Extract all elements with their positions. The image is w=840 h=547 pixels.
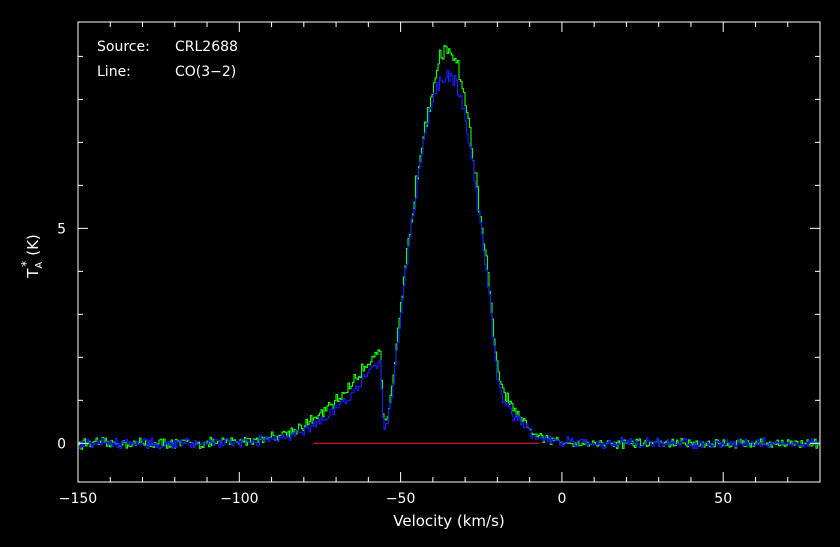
y-tick-label: 5 xyxy=(57,221,66,237)
annotation-source-value: CRL2688 xyxy=(175,39,238,55)
annotation-line-value: CO(3−2) xyxy=(175,64,236,80)
y-tick-label: 0 xyxy=(57,436,66,452)
x-axis-label: Velocity (km/s) xyxy=(393,512,504,530)
series-layer xyxy=(78,45,820,450)
y-axis-label-sup: * xyxy=(19,261,33,267)
y-axis-label: TA* (K) xyxy=(19,234,45,279)
plot-frame xyxy=(77,21,821,483)
series-line-0 xyxy=(78,45,820,450)
x-tick-label: −50 xyxy=(386,491,416,507)
annotation-line-key: Line: xyxy=(97,64,131,80)
x-tick-label: −100 xyxy=(220,491,258,507)
y-axis-label-unit: (K) xyxy=(24,234,42,256)
series-line-1 xyxy=(78,69,820,450)
y-axis-label-sub: A xyxy=(34,262,45,269)
ticks-layer: −150 −100 −50 0 50 0 5 xyxy=(57,22,821,507)
svg-text:TA*(K): TA* (K) xyxy=(19,234,45,279)
y-axis-label-symbol: T xyxy=(24,268,42,279)
x-tick-label: −150 xyxy=(59,491,97,507)
x-tick-label: 50 xyxy=(714,491,732,507)
x-tick-label: 0 xyxy=(557,491,566,507)
annotation-source-key: Source: xyxy=(97,39,150,55)
